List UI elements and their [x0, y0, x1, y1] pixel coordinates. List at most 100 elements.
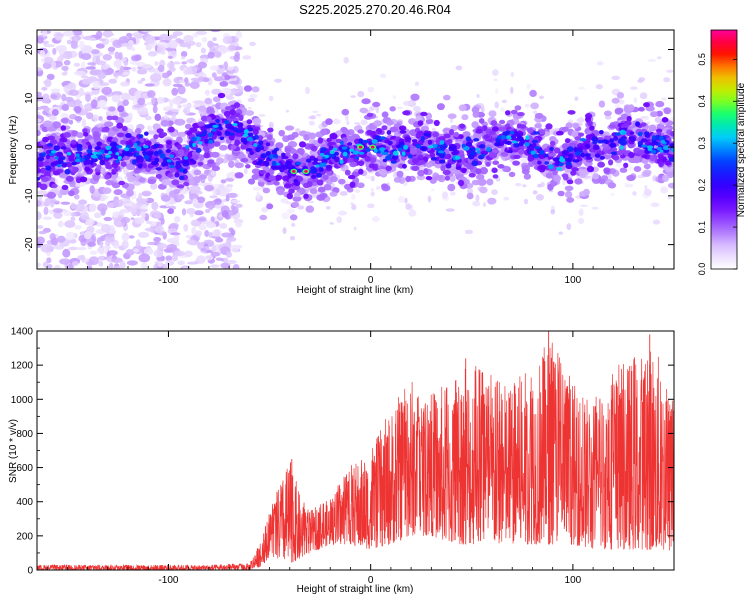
spectrogram-cell	[186, 43, 191, 49]
spectrogram-cell	[70, 40, 78, 49]
spectrogram-cell	[275, 142, 284, 149]
spectrogram-cell	[658, 136, 664, 141]
spectrogram-cell	[119, 65, 125, 74]
spectrogram-cell	[492, 69, 499, 76]
spectrogram-cell	[325, 118, 333, 125]
spectrogram-cell	[125, 249, 135, 256]
spectrogram-cell	[204, 184, 215, 192]
spectrogram-cell	[125, 133, 132, 138]
spectrogram-cell	[214, 198, 222, 205]
spectrogram-cell	[376, 186, 381, 190]
spectrogram-cell	[351, 204, 357, 211]
spectrogram-cell	[444, 175, 450, 181]
spectrogram-cell	[120, 161, 127, 167]
snr-y-tick-label: 400	[16, 497, 33, 508]
spectrogram-cell	[37, 200, 42, 207]
spectrogram-cell	[381, 183, 389, 189]
spectrogram-cell	[37, 176, 41, 181]
spectrogram-cell	[166, 143, 173, 149]
spectrogram-cell	[389, 126, 399, 133]
spectrogram-cell	[559, 156, 564, 160]
spectrogram-cell	[449, 118, 454, 123]
spectrogram-cell	[200, 47, 206, 54]
spectrogram-cell	[316, 113, 321, 117]
spectrogram-cell	[222, 36, 233, 44]
spectrogram-cell	[132, 159, 137, 165]
spectrogram-cell	[498, 126, 507, 132]
spectrogram-cell	[534, 123, 542, 129]
spectrogram-cell	[253, 143, 258, 147]
spectrogram-cell	[219, 223, 228, 229]
spectrogram-cell	[367, 86, 375, 93]
spectrogram-cell	[510, 86, 514, 94]
spectrogram-cell	[226, 96, 235, 100]
spectrogram-cell	[72, 30, 83, 36]
spectrogram-cell	[52, 161, 59, 165]
spectrogram-cell	[443, 94, 451, 101]
spectrogram-cell	[168, 164, 175, 169]
spectrogram-cell	[564, 138, 571, 144]
spectrogram-cell	[358, 168, 364, 175]
spectrogram-cell	[96, 141, 102, 147]
spectrogram-cell	[626, 183, 634, 188]
spectrogram-cell	[661, 97, 667, 101]
spectrogram-cell	[340, 140, 344, 146]
spectrogram-cell	[140, 262, 148, 269]
spectrogram-cell	[161, 264, 168, 269]
spectrogram-cell	[402, 168, 410, 172]
spectrogram-cell	[303, 193, 309, 199]
spectrogram-cell	[338, 178, 346, 185]
spectrogram-cell	[200, 132, 207, 137]
spectrogram-cell	[670, 147, 674, 152]
spectrogram-cell	[174, 118, 186, 126]
spectrogram-cell	[126, 189, 134, 197]
spectrogram-cell	[97, 203, 108, 212]
spectrogram-cell	[220, 258, 225, 262]
spectrogram-cell	[381, 111, 389, 118]
spectrogram-cell	[602, 139, 608, 144]
spectrogram-cell	[167, 208, 175, 215]
spectrogram-cell	[121, 152, 127, 157]
spectrogram-cell	[638, 77, 646, 82]
spectrogram-cell	[205, 255, 214, 261]
spectrogram-cell	[81, 61, 86, 70]
spectrogram-cell	[204, 138, 209, 144]
spectrogram-cell	[75, 153, 80, 157]
spectrogram-cell	[99, 241, 104, 247]
spectrogram-cell	[267, 127, 274, 133]
spectrogram-cell	[638, 150, 645, 156]
spectrogram-cell	[181, 208, 187, 216]
spectrogram-cell	[308, 132, 317, 140]
spectrogram-cell	[539, 150, 545, 155]
spectrogram-cell	[654, 116, 662, 123]
spectrogram-cell	[61, 184, 69, 190]
spectrogram-cell	[87, 144, 93, 150]
spectrogram-cell	[37, 262, 41, 268]
spectrogram-cell	[367, 203, 375, 209]
spectrogram-cell	[660, 139, 666, 144]
spectrogram-cell	[294, 191, 301, 198]
spectrogram-cell	[295, 128, 301, 133]
spectrogram-cell	[177, 148, 185, 156]
spectrogram-cell	[237, 126, 244, 131]
spectrogram-cell	[441, 191, 449, 199]
spectrogram-cell	[647, 146, 653, 152]
spectrogram-cell	[120, 139, 127, 145]
spectrogram-cell	[216, 157, 224, 164]
spectrogram-cell	[205, 208, 211, 214]
spectrogram-cell	[153, 236, 162, 243]
spectrogram-cell	[333, 119, 342, 125]
spectrogram-cell	[191, 226, 197, 236]
spectrogram-cell	[285, 109, 290, 113]
spectrogram-cell	[320, 128, 328, 136]
spectrogram-cell	[502, 139, 508, 144]
spectrogram-cell	[626, 174, 636, 182]
spectrogram-cell	[246, 119, 253, 125]
spectrogram-cell	[411, 165, 420, 172]
spectrogram-cell	[237, 86, 244, 93]
spectrogram-cell	[412, 158, 419, 164]
spectrogram-cell	[517, 112, 525, 117]
spectrogram-cell	[385, 165, 392, 171]
spectrogram-cell	[274, 174, 283, 180]
spectrogram-cell	[233, 112, 241, 118]
